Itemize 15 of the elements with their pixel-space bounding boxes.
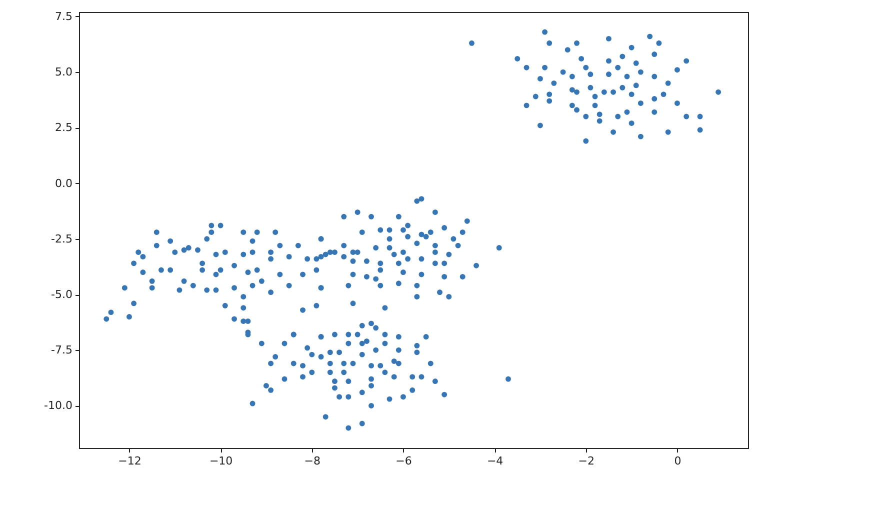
x-tick-label: −2	[578, 454, 594, 468]
y-tick-label: 7.5	[55, 10, 72, 23]
x-tick-label: −6	[396, 454, 412, 468]
y-tick-label: -10.0	[44, 399, 72, 412]
x-tick-label: −4	[486, 454, 504, 468]
y-tick-label: 5.0	[55, 66, 72, 79]
x-tick-label: −10	[209, 454, 233, 468]
x-tick-label: −8	[304, 454, 321, 468]
y-tick-label: -5.0	[51, 288, 72, 302]
x-tick-label: −12	[118, 454, 142, 468]
y-tick-label: -7.5	[51, 344, 72, 357]
x-tick-label: 0	[674, 454, 682, 468]
y-tick-label: 0.0	[55, 176, 72, 190]
y-tick-label: -2.5	[51, 232, 72, 246]
y-tick-label: 2.5	[55, 121, 72, 134]
